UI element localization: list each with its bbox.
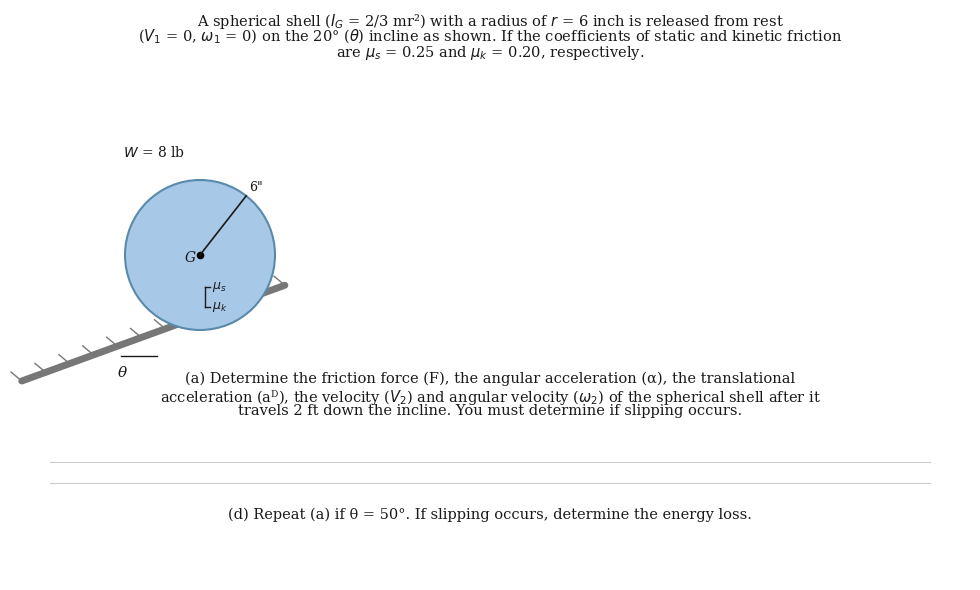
Text: (d) Repeat (a) if θ = 50°. If slipping occurs, determine the energy loss.: (d) Repeat (a) if θ = 50°. If slipping o… [228, 508, 752, 522]
Text: θ: θ [118, 365, 126, 379]
Text: $\mu_k$: $\mu_k$ [212, 300, 227, 314]
Text: G: G [184, 251, 196, 265]
Text: $W$ = 8 lb: $W$ = 8 lb [123, 145, 185, 160]
Text: are $\mu_s$ = 0.25 and $\mu_k$ = 0.20, respectively.: are $\mu_s$ = 0.25 and $\mu_k$ = 0.20, r… [336, 44, 644, 62]
Circle shape [125, 180, 275, 330]
Text: ($V_1$ = 0, $\omega_1$ = 0) on the 20° ($\theta$) incline as shown. If the coeff: ($V_1$ = 0, $\omega_1$ = 0) on the 20° (… [138, 28, 842, 47]
Text: (a) Determine the friction force (F), the angular acceleration (α), the translat: (a) Determine the friction force (F), th… [185, 372, 795, 386]
Text: $\mu_s$: $\mu_s$ [212, 280, 226, 294]
Text: acceleration (aᴰ), the velocity ($V_2$) and angular velocity ($\omega_2$) of the: acceleration (aᴰ), the velocity ($V_2$) … [160, 388, 820, 407]
Text: A spherical shell ($I_G$ = 2/3 mr²) with a radius of $r$ = 6 inch is released fr: A spherical shell ($I_G$ = 2/3 mr²) with… [197, 12, 783, 31]
Text: 6": 6" [249, 181, 263, 194]
Text: travels 2 ft down the incline. You must determine if slipping occurs.: travels 2 ft down the incline. You must … [238, 404, 742, 418]
